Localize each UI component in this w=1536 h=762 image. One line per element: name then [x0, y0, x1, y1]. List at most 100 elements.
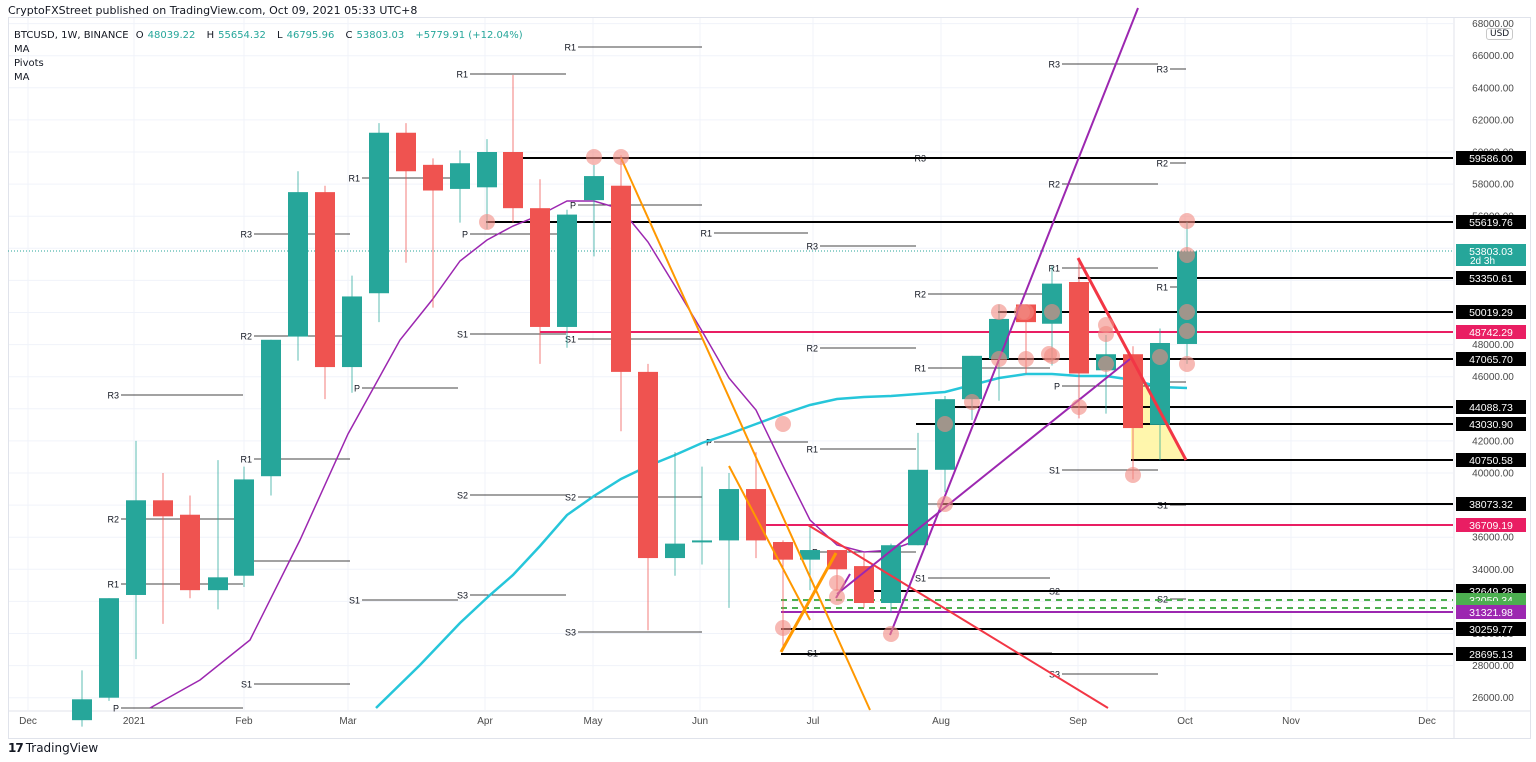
pivot-label: S3	[457, 591, 468, 601]
candle[interactable]	[584, 164, 604, 257]
pivot-label: S1	[1157, 501, 1168, 511]
candle[interactable]	[692, 466, 712, 565]
markers	[479, 149, 1195, 642]
indicator-pivots[interactable]: Pivots	[14, 58, 44, 69]
price-tick: 40000.00	[1472, 469, 1514, 480]
candle[interactable]	[153, 473, 173, 624]
candles	[72, 74, 1197, 727]
pivot-label: R3	[240, 230, 252, 240]
price-tick: 68000.00	[1472, 19, 1514, 30]
candle[interactable]	[450, 150, 470, 223]
pivot-label: R2	[1156, 159, 1168, 169]
candle[interactable]	[261, 339, 281, 496]
time-tick: Feb	[235, 716, 253, 727]
marker-dot	[991, 351, 1007, 367]
pivot-label: R1	[456, 70, 468, 80]
candle[interactable]	[315, 185, 335, 400]
candle[interactable]	[611, 155, 631, 432]
pivot-label: R1	[1048, 264, 1060, 274]
pivot-label: P	[570, 201, 576, 211]
candle[interactable]	[180, 495, 200, 599]
marker-dot	[1179, 323, 1195, 339]
candle[interactable]	[665, 452, 685, 576]
candle[interactable]	[530, 179, 550, 364]
pivot-label: P	[462, 230, 468, 240]
candle[interactable]	[557, 209, 577, 348]
ma-slow-line[interactable]	[375, 372, 1188, 709]
candle[interactable]	[208, 460, 228, 610]
candle[interactable]	[288, 171, 308, 361]
price-level-badge	[1456, 622, 1526, 636]
orange-down-2-line[interactable]	[728, 465, 811, 621]
high-value: 55654.32	[218, 30, 266, 41]
close-value: 53803.03	[356, 30, 405, 41]
marker-dot	[937, 416, 953, 432]
candle[interactable]	[369, 123, 389, 323]
candle[interactable]	[72, 670, 92, 727]
indicator-ma-1[interactable]: MA	[14, 44, 30, 55]
pivot-label: R2	[806, 344, 818, 354]
marker-dot	[1044, 304, 1060, 320]
time-tick: Dec	[1418, 716, 1436, 727]
symbol-label[interactable]: BTCUSD, 1W, BINANCE	[14, 30, 129, 41]
time-tick: Sep	[1069, 716, 1087, 727]
price-tick: 62000.00	[1472, 115, 1514, 126]
candle[interactable]	[1069, 259, 1089, 419]
orange-downtrend-line[interactable]	[620, 157, 871, 711]
candle[interactable]	[1096, 334, 1116, 414]
svg-text:30259.77: 30259.77	[1469, 624, 1513, 636]
candle[interactable]	[396, 123, 416, 263]
candle[interactable]	[126, 440, 146, 660]
purple-up-line[interactable]	[836, 358, 1131, 595]
marker-dot	[1179, 356, 1195, 372]
candle[interactable]	[342, 275, 362, 393]
chart-legend: BTCUSD, 1W, BINANCE O 48039.22 H 55654.32 …	[14, 29, 527, 85]
price-tick: 66000.00	[1472, 51, 1514, 62]
purple-steep-up-line[interactable]	[889, 7, 1139, 636]
candle[interactable]	[881, 543, 901, 613]
svg-text:38073.32: 38073.32	[1469, 499, 1513, 511]
candle[interactable]	[99, 598, 119, 701]
price-level-badge	[1456, 497, 1526, 511]
svg-text:28695.13: 28695.13	[1469, 649, 1513, 661]
marker-dot	[775, 620, 791, 636]
currency-badge[interactable]: USD	[1486, 28, 1514, 40]
indicator-ma-2[interactable]: MA	[14, 72, 30, 83]
bar-countdown: 2d 3h	[1470, 256, 1495, 267]
pivot-label: S1	[457, 330, 468, 340]
marker-dot	[1014, 304, 1030, 320]
tradingview-logo-icon: 17	[8, 741, 24, 755]
time-tick: Nov	[1282, 716, 1300, 727]
candle[interactable]	[423, 158, 443, 308]
time-axis[interactable]: Dec 2021 Feb Mar Apr May Jun Jul Aug Sep Oct Nov Dec	[19, 716, 1436, 727]
candle[interactable]	[800, 525, 820, 591]
pivot-label: R1	[806, 445, 818, 455]
pivot-label: S1	[1049, 466, 1060, 476]
candle[interactable]	[1177, 221, 1197, 364]
pivot-label: R1	[1156, 283, 1168, 293]
pivot-label: S3	[565, 628, 576, 638]
candle[interactable]	[719, 473, 739, 608]
publisher-line: CryptoFXStreet published on TradingView.…	[8, 4, 418, 17]
change-value: +5779.91 (+12.04%)	[415, 30, 523, 41]
marker-dot	[1098, 356, 1114, 372]
orange-up-line[interactable]	[779, 552, 838, 653]
pivot-label: P	[354, 384, 360, 394]
candle[interactable]	[503, 74, 523, 223]
price-axis[interactable]: 26000.0028000.0030000.0032000.0034000.00…	[1456, 19, 1526, 704]
red-downtrend-line[interactable]	[807, 524, 1109, 709]
red-sep-down-line[interactable]	[1076, 257, 1188, 461]
candle[interactable]	[234, 466, 254, 587]
tradingview-logo[interactable]: 17 TradingView	[8, 741, 98, 755]
candle[interactable]	[935, 395, 955, 493]
price-level-badge	[1456, 352, 1526, 366]
tradingview-brand: TradingView	[25, 741, 99, 755]
pivot-label: S1	[241, 680, 252, 690]
pivot-label: S1	[915, 574, 926, 584]
pivot-label: R2	[107, 515, 119, 525]
candle[interactable]	[638, 363, 658, 631]
marker-dot	[1179, 213, 1195, 229]
candle[interactable]	[854, 553, 874, 608]
candle[interactable]	[908, 432, 928, 546]
